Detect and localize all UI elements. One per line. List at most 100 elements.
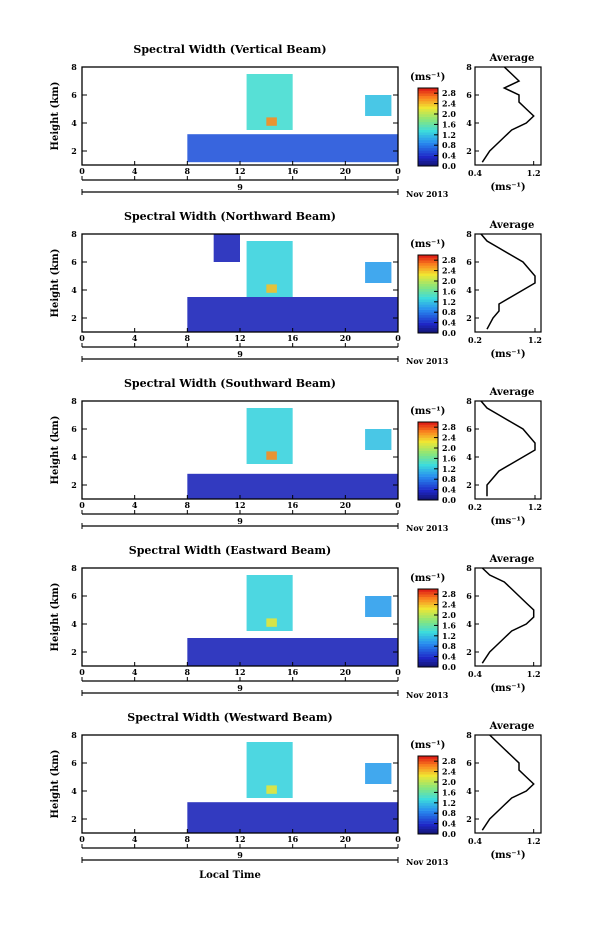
colorbar-segment [418,461,438,464]
colorbar-segment [418,294,438,297]
average-unit: (ms⁻¹) [490,516,525,527]
colorbar-segment [418,265,438,269]
y-tick-label: 6 [71,257,77,267]
colorbar-segment [418,826,438,830]
average-profile-line [481,66,535,163]
average-y-tick-label: 8 [466,396,472,406]
y-tick-label: 4 [71,285,77,295]
date-label: Nov 2013 [406,690,449,700]
colorbar-segment [418,103,438,107]
average-y-tick-label: 4 [466,285,472,295]
heatmap-cell [266,451,277,460]
y-tick-label: 2 [71,647,77,657]
colorbar-segment [418,492,438,496]
colorbar-unit: (ms⁻¹) [410,72,445,83]
colorbar-segment [418,307,438,310]
colorbar-segment [418,314,438,318]
average-frame [474,66,542,166]
x-tick-label: 8 [185,667,191,677]
colorbar-segment [418,591,438,595]
colorbar-segment [418,429,438,433]
colorbar-segment [418,612,438,616]
colorbar-segment [418,823,438,827]
day-label: 9 [237,349,243,359]
average-y-tick-label: 8 [466,730,472,740]
colorbar-segment [418,262,438,266]
average-x-tick-label: 0.2 [468,335,482,345]
heatmap-cell [365,95,392,116]
colorbar-segment [418,479,438,483]
x-tick-label: 20 [340,834,352,844]
average-y-tick-label: 4 [466,786,472,796]
x-tick-label: 4 [132,667,138,677]
heatmap-cell [187,802,398,833]
heatmap-cell [365,262,392,283]
colorbar-segment [418,257,438,261]
average-y-tick-label: 4 [466,452,472,462]
y-tick-label: 4 [71,452,77,462]
x-tick-label: 12 [234,500,245,510]
colorbar-segment [418,476,438,480]
colorbar-segment [418,805,438,809]
colorbar-tick-label: 1.2 [442,130,456,140]
colorbar-segment [418,487,438,490]
average-y-tick-label: 6 [466,257,472,267]
x-tick-label: 12 [234,834,245,844]
colorbar-tick-label: 2.4 [442,433,456,443]
x-tick-label: 12 [234,166,245,176]
colorbar-tick-label: 1.2 [442,297,456,307]
average-profile-line [481,567,535,664]
colorbar-segment [418,291,438,295]
y-tick-label: 4 [71,118,77,128]
colorbar-segment [418,437,438,441]
colorbar-segment [418,283,438,287]
colorbar-segment [418,808,438,811]
y-tick-label: 8 [71,62,77,72]
colorbar-segment [418,776,438,780]
colorbar-tick-label: 0.8 [442,641,456,651]
colorbar-segment [418,111,438,115]
x-tick-label: 0 [79,500,85,510]
colorbar-tick-label: 2.0 [442,443,456,453]
day-label: 9 [237,516,243,526]
average-unit: (ms⁻¹) [490,850,525,861]
y-tick-label: 8 [71,563,77,573]
heatmap-cell [365,596,392,617]
colorbar-segment [418,453,438,457]
y-tick-label: 8 [71,730,77,740]
colorbar-segment [418,656,438,660]
y-axis-label: Height (km) [50,82,61,151]
colorbar-tick-label: 0.8 [442,808,456,818]
average-y-tick-label: 2 [466,313,472,323]
colorbar-segment [418,602,438,605]
x-tick-label: 20 [340,166,352,176]
colorbar-segment [418,654,438,657]
average-x-tick-label: 0.2 [468,502,482,512]
heatmap-cell [266,284,277,293]
colorbar-segment [418,468,438,472]
average-y-tick-label: 2 [466,647,472,657]
colorbar-tick-label: 1.2 [442,631,456,641]
colorbar-segment [418,599,438,603]
colorbar-tick-label: 0.0 [442,328,456,338]
colorbar-segment [418,494,438,498]
colorbar-segment [418,774,438,778]
panel-2: Spectral Width (Northward Beam) 2 4 6 8 Heigh… [50,210,542,366]
colorbar-segment [418,422,438,425]
colorbar-segment [418,114,438,117]
colorbar-segment [418,442,438,446]
x-tick-label: 0 [395,667,401,677]
colorbar-unit: (ms⁻¹) [410,573,445,584]
colorbar-frame [417,755,439,835]
x-tick-label: 0 [395,500,401,510]
y-tick-label: 6 [71,424,77,434]
colorbar-segment [418,320,438,323]
colorbar-segment [418,153,438,156]
colorbar-segment [418,784,438,788]
colorbar-segment [418,497,438,501]
colorbar-segment [418,815,438,819]
panel-title: Spectral Width (Vertical Beam) [133,43,326,56]
colorbar-segment [418,635,438,639]
colorbar-segment [418,427,438,431]
x-tick-label: 20 [340,667,352,677]
